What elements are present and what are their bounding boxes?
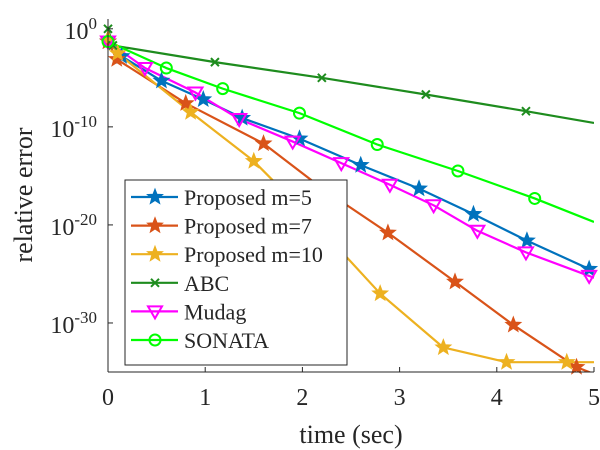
data-point-proposed-m-10 [181,102,200,120]
series-line-mudag [108,40,594,279]
legend-marker [146,187,164,205]
data-point-abc [521,106,531,116]
data-point-abc [210,57,220,67]
data-point-sonata [451,164,465,178]
data-point-mudag [580,269,598,285]
legend-box [124,179,348,366]
data-point-proposed-m-5 [464,204,483,222]
legend-marker [148,333,162,347]
data-point-abc [317,73,327,83]
data-point-proposed-m-7 [254,134,273,152]
data-point-mudag [517,246,535,262]
data-point-mudag [283,135,302,151]
data-point-proposed-m-7 [378,223,397,241]
data-point-proposed-m-10 [497,352,516,370]
data-point-mudag [332,157,351,173]
legend-label: Proposed m=5 [184,185,312,210]
legend-label: Mudag [184,299,246,324]
data-point-proposed-m-7 [446,272,464,290]
legend-item-sonata: SONATA [131,328,269,353]
data-point-proposed-m-10 [557,352,576,370]
data-point-proposed-m-5 [580,259,599,277]
series-line-proposed-m-5 [108,40,594,273]
data-point-mudag [468,224,487,240]
data-point-sonata [528,191,542,205]
data-point-proposed-m-7 [107,49,126,67]
data-point-mudag [136,62,154,78]
legend-item-mudag: Mudag [131,299,246,324]
data-point-proposed-m-10 [108,43,127,61]
x-tick-label: 4 [491,385,503,411]
series-line-sonata [108,40,594,223]
series-line-proposed-m-10 [108,38,594,364]
legend: Proposed m=5 Proposed m=7 Proposed m=10 ABC… [124,179,348,366]
legend-label: Proposed m=7 [184,214,312,239]
legend-label: Proposed m=10 [184,242,323,267]
data-point-proposed-m-5 [152,71,171,89]
legend-marker [146,244,164,262]
marker-layer [99,24,599,375]
data-point-proposed-m-5 [410,179,428,197]
data-point-sonata [159,61,173,75]
data-point-mudag [381,178,399,194]
data-point-proposed-m-10 [244,151,263,169]
data-point-sonata [292,106,306,120]
data-point-mudag [424,199,443,215]
legend-marker [146,305,164,321]
data-point-sonata [216,82,230,96]
data-point-proposed-m-5 [351,155,370,173]
y-axis-label: relative error [9,127,38,262]
legend-item-proposed-m-5: Proposed m=5 [131,185,312,210]
x-tick-label: 3 [394,385,406,411]
data-point-proposed-m-7 [176,93,195,111]
x-axis-label: time (sec) [299,420,402,449]
x-tick-label: 0 [102,385,114,411]
tick-layer: 0 1 2 3 4 5 100 10-10 10-20 10-30 [50,14,600,411]
y-tick-label: 10-20 [50,210,97,241]
data-point-abc [421,89,431,100]
x-tick-label: 5 [588,385,600,411]
legend-item-abc: ABC [131,271,229,296]
data-point-mudag [186,86,205,102]
legend-label: ABC [184,271,229,296]
y-tick-label: 10-10 [50,112,97,143]
x-tick-label: 1 [199,385,211,411]
legend-items: Proposed m=5 Proposed m=7 Proposed m=10 ABC… [131,185,323,353]
data-point-proposed-m-10 [371,284,390,302]
data-point-mudag [230,113,248,129]
legend-marker [146,216,164,234]
legend-label: SONATA [184,328,269,353]
data-point-proposed-m-7 [504,315,523,333]
data-point-proposed-m-5 [517,231,536,249]
x-tick-label: 2 [296,385,308,411]
y-tick-label: 10-30 [50,308,97,339]
y-tick-label: 100 [65,14,98,45]
data-point-proposed-m-10 [434,338,453,356]
legend-item-proposed-m-7: Proposed m=7 [131,214,312,239]
legend-item-proposed-m-10: Proposed m=10 [131,242,323,267]
legend-marker [150,278,160,288]
data-point-sonata [370,138,384,152]
